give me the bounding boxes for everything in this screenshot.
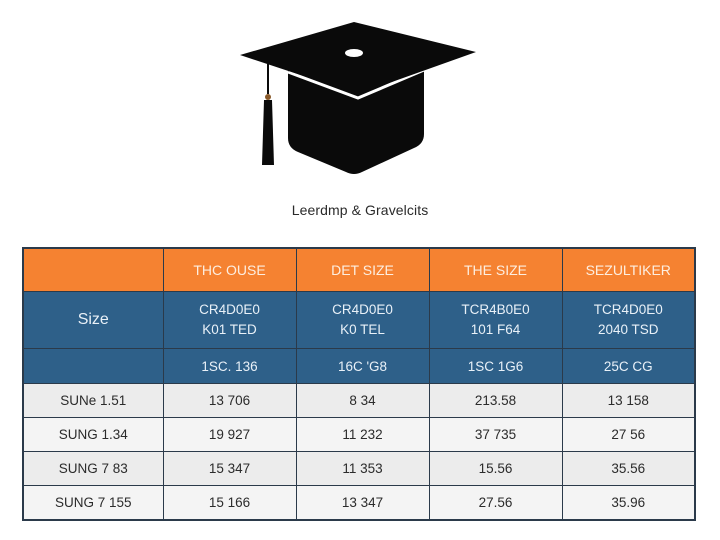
graduation-cap-icon bbox=[240, 22, 476, 174]
subheader-cell: CR4D0E0 K01 TED bbox=[162, 291, 297, 349]
image-caption: Leerdmp & Gravelcits bbox=[291, 202, 429, 218]
row-label: SUNG 7 155 bbox=[22, 485, 164, 521]
table-cell: 213.58 bbox=[428, 383, 563, 418]
table-row: SUNG 7 155 15 166 13 347 27.56 35.96 bbox=[22, 485, 696, 521]
size-label: Size bbox=[22, 291, 164, 349]
subheader-cell bbox=[22, 348, 164, 384]
table-cell: 15 347 bbox=[162, 451, 297, 486]
subheader-line: 2040 TSD bbox=[597, 322, 659, 337]
table-cell: 19 927 bbox=[162, 417, 297, 452]
table-cell: 8 34 bbox=[295, 383, 430, 418]
table-cell: 35.96 bbox=[561, 485, 696, 521]
table-cell: 13 158 bbox=[561, 383, 696, 418]
table-cell: 15 166 bbox=[162, 485, 297, 521]
header-row: THC OUSE DET SIZE THE SIZE SEZULTIKER bbox=[22, 247, 696, 292]
row-label: SUNG 1.34 bbox=[22, 417, 164, 452]
table-cell: 27 56 bbox=[561, 417, 696, 452]
row-label: SUNG 7 83 bbox=[22, 451, 164, 486]
table-row: SUNG 1.34 19 927 11 232 37 735 27 56 bbox=[22, 417, 696, 452]
table-row: SUNe 1.51 13 706 8 34 213.58 13 158 bbox=[22, 383, 696, 418]
subheader-row-2: 1SC. 136 16C 'G8 1SC 1G6 25C CG bbox=[22, 348, 696, 384]
table-cell: 35.56 bbox=[561, 451, 696, 486]
table-cell: 11 353 bbox=[295, 451, 430, 486]
table-cell: 15.56 bbox=[428, 451, 563, 486]
subheader-cell: 1SC. 136 bbox=[162, 348, 297, 384]
subheader-line: CR4D0E0 bbox=[332, 302, 393, 317]
subheader-line: TCR4B0E0 bbox=[461, 302, 530, 317]
table-cell: 13 706 bbox=[162, 383, 297, 418]
subheader-line: TCR4D0E0 bbox=[593, 302, 663, 317]
table-cell: 27.56 bbox=[428, 485, 563, 521]
table-row: SUNG 7 83 15 347 11 353 15.56 35.56 bbox=[22, 451, 696, 486]
table-cell: 11 232 bbox=[295, 417, 430, 452]
table-cell: 13 347 bbox=[295, 485, 430, 521]
subheader-line: CR4D0E0 bbox=[199, 302, 260, 317]
subheader-line: K01 TED bbox=[202, 322, 257, 337]
subheader-cell: 25C CG bbox=[561, 348, 696, 384]
header-cell bbox=[22, 247, 164, 292]
subheader-cell: 1SC 1G6 bbox=[428, 348, 563, 384]
subheader-line: 101 F64 bbox=[470, 322, 521, 337]
header-cell: DET SIZE bbox=[295, 247, 430, 292]
subheader-cell: CR4D0E0 K0 TEL bbox=[295, 291, 430, 349]
table-cell: 37 735 bbox=[428, 417, 563, 452]
header-cell: THE SIZE bbox=[428, 247, 563, 292]
header-cell: SEZULTIKER bbox=[561, 247, 696, 292]
size-table: THC OUSE DET SIZE THE SIZE SEZULTIKER Si… bbox=[22, 247, 696, 521]
header-cell: THC OUSE bbox=[162, 247, 297, 292]
subheader-row: Size CR4D0E0 K01 TED CR4D0E0 K0 TEL TCR4… bbox=[22, 291, 696, 349]
subheader-cell: 16C 'G8 bbox=[295, 348, 430, 384]
subheader-line: K0 TEL bbox=[340, 322, 385, 337]
subheader-cell: TCR4D0E0 2040 TSD bbox=[561, 291, 696, 349]
row-label: SUNe 1.51 bbox=[22, 383, 164, 418]
subheader-cell: TCR4B0E0 101 F64 bbox=[428, 291, 563, 349]
